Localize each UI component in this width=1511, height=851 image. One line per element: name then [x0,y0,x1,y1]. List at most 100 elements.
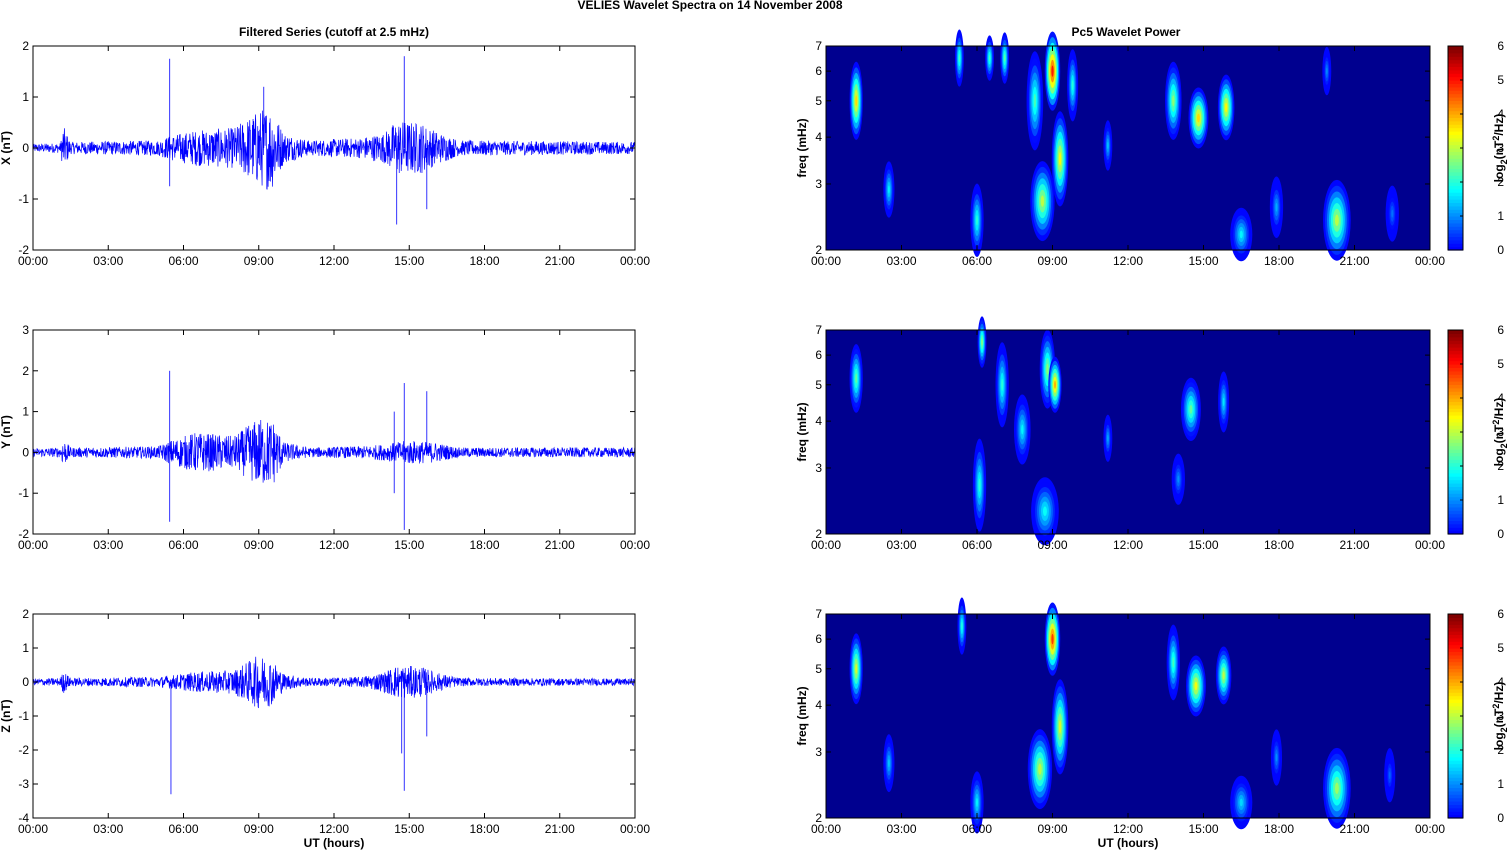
colorbar-segment [1448,797,1463,802]
colorbar-segment [1448,144,1463,149]
power-blob [849,344,863,413]
colorbar-tick-label: 6 [1497,323,1504,337]
colorbar-segment [1448,69,1463,74]
colorbar-segment [1448,216,1463,220]
colorbar-segment [1448,158,1463,163]
colorbar-segment [1448,212,1463,217]
plot-frame [32,329,636,535]
colorbar-segment [1448,391,1463,396]
colorbar-segment [1448,421,1463,426]
colorbar-segment [1448,364,1463,368]
x-tick-label: 00:00 [1415,822,1445,836]
y-tick-label: 3 [22,323,29,337]
colorbar-segment [1448,80,1463,84]
x-tick-label: 18:00 [469,254,499,268]
power-contour [1004,54,1006,62]
left-column-title: Filtered Series (cutoff at 2.5 mHz) [239,25,429,39]
colorbar-tick-label: 6 [1497,39,1504,53]
x-tick-label: 21:00 [545,822,575,836]
y-tick-label: -2 [18,527,29,541]
colorbar-segment [1448,767,1463,771]
power-contour [1189,404,1193,414]
colorbar-segment [1448,685,1463,690]
x-tick-label: 12:00 [319,254,349,268]
y-tick-label: -3 [18,777,29,791]
colorbar-segment [1448,110,1463,115]
x-tick-label: 18:00 [1264,254,1294,268]
x-tick-label: 21:00 [545,538,575,552]
colorbar-segment [1448,49,1463,54]
colorbar-segment [1448,750,1463,754]
power-blob [1027,729,1053,810]
y-tick-label: -4 [18,811,29,825]
power-contour [1058,152,1062,166]
x-tick-label: 03:00 [886,822,916,836]
power-contour [855,663,858,674]
colorbar-segment [1448,500,1463,504]
colorbar-segment [1448,83,1463,88]
x-tick-label: 15:00 [394,822,424,836]
colorbar-tick-label: 1 [1497,777,1504,791]
colorbar-segment [1448,353,1463,358]
colorbar-segment [1448,624,1463,629]
colorbar-segment [1448,644,1463,649]
power-contour [988,54,991,62]
colorbar-segment [1448,637,1463,642]
colorbar-segment [1448,333,1463,338]
power-contour [978,478,981,492]
x-tick-label: 12:00 [1113,822,1143,836]
power-blob [1044,602,1061,676]
power-contour [1051,65,1054,77]
y-tick-label: 1 [22,641,29,655]
y-tick-label: 3 [815,745,822,759]
colorbar-segment [1448,784,1463,788]
power-blob [1323,179,1351,261]
y-tick-label: 5 [815,662,822,676]
colorbar-segment [1448,86,1463,91]
colorbar-segment [1448,76,1463,81]
colorbar-segment [1448,641,1463,646]
colorbar-segment [1448,794,1463,799]
power-blob [985,35,995,81]
power-blob [1323,747,1351,829]
power-contour [1326,67,1328,75]
power-contour [1107,141,1109,150]
y-tick-label: -1 [18,486,29,500]
colorbar-segment [1448,719,1463,724]
colorbar-segment [1448,137,1463,142]
colorbar-segment [1448,239,1463,244]
power-contour [1021,424,1024,435]
x-tick-label: 12:00 [319,822,349,836]
power-contour [958,53,961,63]
power-blob [1103,120,1113,171]
colorbar-segment [1448,770,1463,775]
y-tick-label: 2 [22,607,29,621]
colorbar-segment [1448,387,1463,392]
colorbar-segment [1448,483,1463,487]
power-blob [1385,185,1399,242]
colorbar-segment [1448,330,1463,334]
colorbar-segment [1448,340,1463,345]
colorbar-segment [1448,367,1463,372]
x-tick-label: 15:00 [1188,254,1218,268]
power-blob [1067,49,1079,122]
colorbar-segment [1448,736,1463,741]
colorbar-segment [1448,753,1463,758]
colorbar-segment [1448,634,1463,639]
power-blob [883,734,895,793]
colorbar-tick-label: 2 [1497,743,1504,757]
power-contour [961,621,963,631]
power-blob [1215,646,1232,705]
colorbar-label-part: 2 [1491,420,1501,425]
x-tick-label: 09:00 [1037,254,1067,268]
power-blob [1230,207,1253,262]
power-blob [1384,748,1396,803]
timeseries-panel-z: 210-1-2-3-400:00 03:00 06:00 09:00 12:00 15:0… [0,607,650,850]
x-tick-label: 09:00 [1037,538,1067,552]
colorbar-segment [1448,195,1463,200]
power-blob [995,342,1009,428]
y-tick-label: 3 [815,177,822,191]
